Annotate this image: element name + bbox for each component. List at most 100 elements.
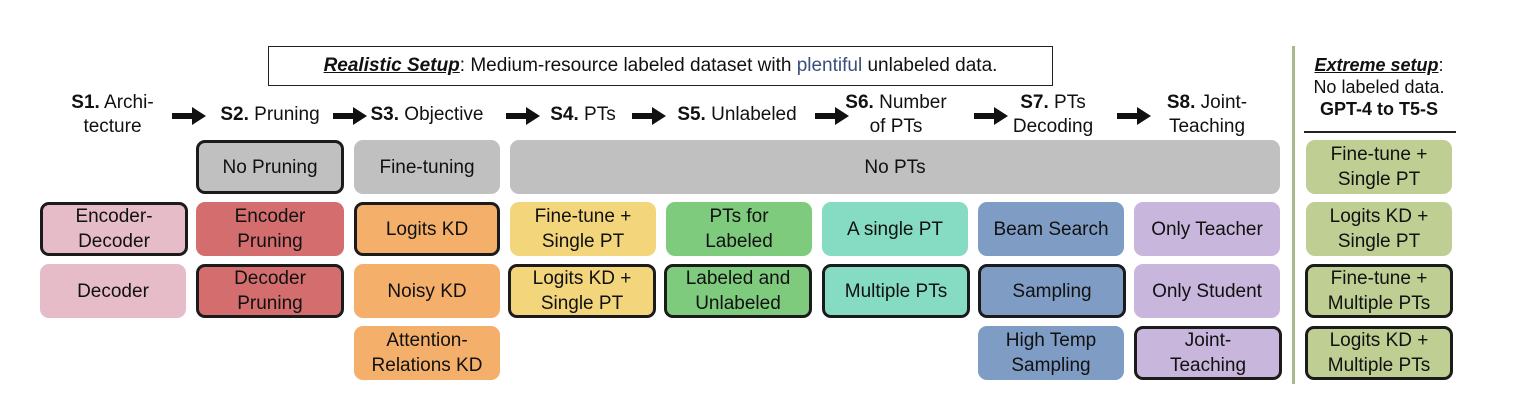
option-label: Labeled and [685, 268, 791, 289]
option-label: Noisy KD [387, 280, 467, 302]
option-label: Encoder- [75, 206, 153, 227]
option-decoder: Decoder [40, 264, 186, 318]
stage-number: S4. [550, 104, 579, 125]
option-label: Only Student [1152, 280, 1262, 302]
option-label: Beam Search [993, 218, 1109, 240]
option-label-line2: Multiple PTs [1327, 293, 1431, 314]
option-label-line2: Pruning [237, 293, 303, 314]
option-labeled-and-unlabeled: Labeled and Unlabeled [664, 264, 812, 318]
setup-highlight: plentiful [796, 55, 863, 76]
option-label: Logits KD + [1329, 206, 1429, 227]
option-label-line2: Unlabeled [695, 293, 781, 314]
stage-number: S8. [1166, 92, 1196, 113]
right-arrow-icon [632, 107, 666, 125]
option-label: Multiple PTs [844, 280, 948, 302]
stage-s7-header: S7. PTs Decoding [980, 88, 1126, 142]
option-label: Joint- [1184, 330, 1232, 351]
setup-text-before: Medium-resource labeled dataset with [465, 55, 797, 76]
option-high-temp-sampling: High Temp Sampling [978, 326, 1124, 380]
option-label: Encoder [234, 206, 306, 227]
option-only-teacher: Only Teacher [1134, 202, 1280, 256]
stage-number: S6. [845, 92, 874, 113]
stage-s1-header: S1. Archi-tecture [40, 88, 185, 142]
stage-name-line2: Decoding [1012, 116, 1094, 137]
option-pts-for-labeled: PTs for Labeled [666, 202, 812, 256]
option-beam-search: Beam Search [978, 202, 1124, 256]
stage-number: S2. [220, 104, 249, 125]
stage-name: PTs [578, 104, 616, 125]
extreme-description: No labeled data. [1313, 77, 1445, 97]
stage-name: Archi- [99, 92, 154, 113]
stage-s6-header: S6. Number of PTs [822, 88, 970, 142]
option-label-line2: Sampling [1011, 355, 1091, 376]
option-label-line2: Decoder [78, 231, 150, 252]
option-noisy-kd: Noisy KD [354, 264, 500, 318]
stage-s4-header: S4. PTs [510, 88, 656, 142]
option-label: Logits KD + [1329, 330, 1429, 351]
option-encoder-pruning: Encoder Pruning [196, 202, 344, 256]
right-arrow-icon [172, 107, 206, 125]
option-sampling: Sampling [978, 264, 1126, 318]
right-arrow-icon [1117, 107, 1151, 125]
stage-name: Pruning [248, 104, 320, 125]
option-only-student: Only Student [1134, 264, 1280, 318]
option-decoder-pruning: Decoder Pruning [196, 264, 344, 318]
stage-s2-header: S2. Pruning [196, 88, 344, 142]
realistic-setup-banner: Realistic Setup: Medium-resource labeled… [268, 46, 1053, 86]
stage-name: Unlabeled [705, 104, 797, 125]
option-label-line2: Relations KD [371, 355, 483, 376]
stage-name: Objective [399, 104, 484, 125]
stage-number: S3. [370, 104, 400, 125]
option-label: Fine-tune + [1330, 268, 1428, 289]
option-label: Decoder [234, 268, 306, 289]
extreme-option-fine-tune-multiple-pts: Fine-tune + Multiple PTs [1305, 264, 1453, 318]
stage-number: S7. [1020, 92, 1049, 113]
extreme-setup-header: Extreme setup: No labeled data. GPT-4 to… [1296, 54, 1462, 120]
extreme-option-fine-tune-single-pt: Fine-tune + Single PT [1306, 140, 1452, 194]
extreme-colon: : [1438, 55, 1444, 75]
option-joint-teaching: Joint- Teaching [1134, 326, 1282, 380]
setup-title: Realistic Setup [323, 55, 460, 76]
option-label: High Temp [1005, 330, 1097, 351]
option-logits-kd: Logits KD [354, 202, 500, 256]
option-logits-kd-single-pt: Logits KD + Single PT [508, 264, 656, 318]
section-divider [1292, 46, 1295, 384]
stage-number: S1. [71, 92, 100, 113]
stage-name: PTs [1048, 92, 1086, 113]
option-no-pts: No PTs [510, 140, 1280, 194]
option-no-pruning: No Pruning [196, 140, 344, 194]
extreme-models: GPT-4 to T5-S [1319, 99, 1438, 119]
option-label-line2: Single PT [541, 231, 625, 252]
option-label: Attention- [386, 330, 468, 351]
option-label: PTs for [709, 206, 769, 227]
option-label-line2: Single PT [1337, 231, 1421, 252]
option-label-line2: Multiple PTs [1327, 355, 1431, 376]
right-arrow-icon [974, 107, 1008, 125]
option-label: A single PT [846, 218, 944, 240]
option-label: Fine-tuning [379, 156, 475, 178]
stage-s8-header: S8. Joint- Teaching [1134, 88, 1280, 142]
stage-name-line2: of PTs [869, 116, 923, 137]
option-label: No Pruning [222, 156, 318, 178]
extreme-underline [1304, 131, 1456, 133]
option-label-line2: Single PT [1337, 169, 1421, 190]
option-label-line2: Pruning [237, 231, 303, 252]
option-label: Only Teacher [1151, 218, 1263, 240]
setup-colon: : [459, 55, 466, 76]
stage-number: S5. [677, 104, 706, 125]
option-label: Logits KD [385, 218, 469, 240]
right-arrow-icon [815, 107, 849, 125]
option-label: No PTs [864, 156, 926, 178]
option-label: Fine-tune + [1330, 144, 1428, 165]
option-label: Decoder [77, 280, 149, 302]
right-arrow-icon [333, 107, 367, 125]
option-a-single-pt: A single PT [822, 202, 968, 256]
option-attention-relations-kd: Attention- Relations KD [354, 326, 500, 380]
setup-text-after: unlabeled data. [862, 55, 998, 76]
option-label: Sampling [1012, 280, 1092, 302]
stage-s5-header: S5. Unlabeled [664, 88, 810, 142]
right-arrow-icon [506, 107, 540, 125]
option-label-line2: Teaching [1169, 355, 1247, 376]
extreme-option-logits-kd-multiple-pts: Logits KD + Multiple PTs [1305, 326, 1453, 380]
option-label-line2: Single PT [540, 293, 624, 314]
